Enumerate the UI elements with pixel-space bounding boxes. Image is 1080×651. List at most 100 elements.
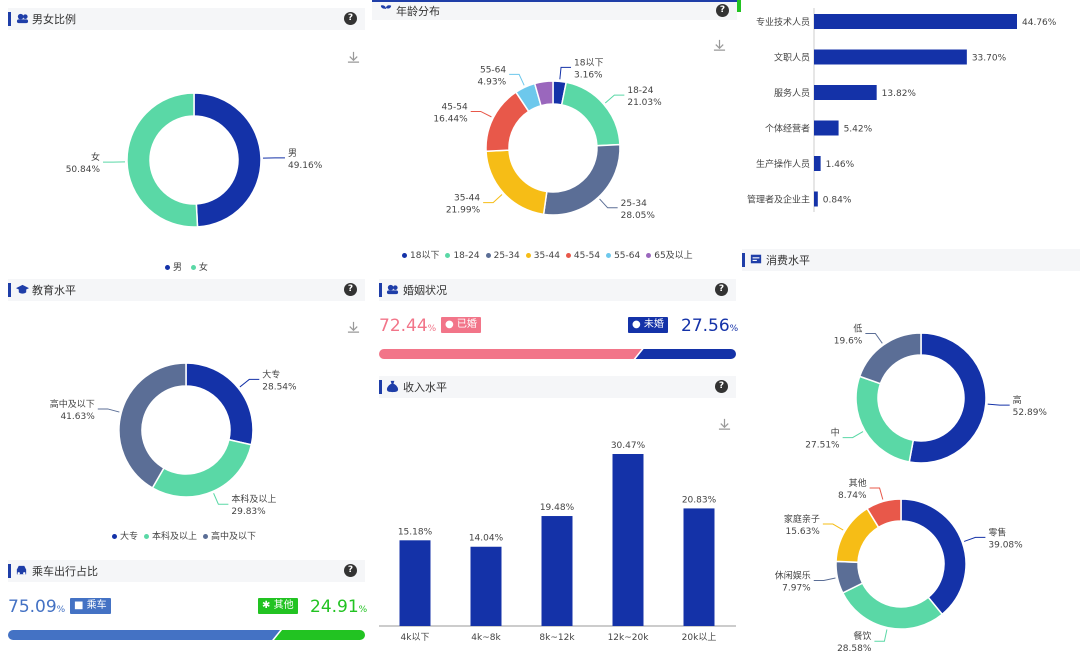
progress-left [379, 349, 642, 359]
slice-label: 高 [1013, 394, 1022, 406]
age-panel: 年龄分布 ? 18以下 3.16% 18-24 21.03% 25-34 28.05% 35… [372, 0, 737, 268]
legend-item[interactable]: 本科及以上 [144, 532, 197, 542]
occupation-panel: 专业技术人员 44.76% 文职人员 33.70% 服务人员 13.82% 个体经营者 5.4… [742, 0, 1080, 230]
slice-label: 家庭亲子 [784, 513, 820, 525]
education-donut-chart: 大专 28.54% 本科及以上 29.83% 高中及以下 41.63% [50, 362, 297, 517]
slice-label: 35-44 [454, 194, 480, 204]
car-icon [16, 565, 27, 575]
download-icon[interactable] [347, 321, 360, 334]
age-legend: 18以下 18-24 25-34 35-44 45-54 55-64 65及以上 [402, 248, 699, 261]
marriage-right-tag: ● 未婚 [628, 317, 668, 333]
question-icon[interactable]: ? [715, 380, 728, 393]
legend-item[interactable]: 高中及以下 [203, 532, 256, 542]
travel-left-value: 75.09% [8, 597, 66, 617]
question-icon[interactable]: ? [715, 283, 728, 296]
people-icon [16, 13, 29, 24]
slice-value-label: 39.08% [988, 540, 1023, 550]
tick-label: 12k~20k [608, 633, 650, 643]
slice-value-label: 27.51% [805, 441, 840, 451]
slice-label: 中 [831, 427, 840, 439]
category-label: 专业技术人员 [756, 16, 810, 28]
download-icon[interactable] [347, 51, 360, 64]
slice-value-label: 21.03% [627, 98, 662, 108]
donut-slice [560, 81, 621, 147]
slice-value-label: 49.16% [288, 161, 323, 171]
bar-value-label: 14.04% [469, 534, 504, 544]
education-legend: 大专 本科及以上 高中及以下 [112, 529, 262, 542]
leader-line [599, 198, 618, 209]
bar-value-label: 1.46% [826, 160, 855, 170]
income-header: 收入水平 ? [379, 376, 736, 398]
download-icon[interactable] [713, 39, 726, 52]
travel-header: 乘车出行占比 ? [8, 560, 365, 582]
question-icon[interactable]: ? [344, 12, 357, 25]
leader-line [813, 577, 836, 582]
category-label: 服务人员 [774, 87, 810, 99]
marriage-progress [379, 349, 736, 359]
legend-item[interactable]: 35-44 [525, 251, 560, 261]
bar [470, 546, 502, 626]
category-label: 文职人员 [774, 52, 810, 64]
slice-value-label: 28.58% [837, 644, 872, 651]
question-icon[interactable]: ? [716, 4, 729, 17]
donut-slice [193, 92, 262, 228]
legend-item[interactable]: 18以下 [402, 251, 439, 261]
marriage-header: 婚姻状况 ? [379, 279, 736, 301]
slice-label: 女 [91, 151, 100, 163]
category-label: 生产操作人员 [756, 158, 810, 170]
legend-item[interactable]: 25-34 [485, 251, 520, 261]
slice-label: 55-64 [480, 65, 506, 75]
consumption-panel: 消费水平 高 52.89% 中 27.51% 低 19.6% 零售 39.08% 餐饮 28.58… [742, 249, 1080, 651]
bar-value-label: 30.47% [611, 441, 646, 451]
legend-item[interactable]: 45-54 [565, 251, 600, 261]
bar-value-label: 0.84% [823, 196, 852, 206]
legend-item[interactable]: 55-64 [606, 251, 640, 261]
travel-right-tag: ✱ 其他 [258, 598, 298, 614]
bar-value-label: 33.70% [972, 54, 1007, 64]
leader-line [213, 493, 229, 505]
bar [814, 85, 877, 100]
panel-title: 男女比例 [32, 13, 76, 26]
accent-bar [8, 12, 11, 26]
leader-line [822, 523, 844, 531]
legend-item[interactable]: 女 [190, 263, 208, 273]
legend-item[interactable]: 大专 [112, 532, 138, 542]
bar [399, 540, 431, 626]
accent-bar [379, 380, 382, 394]
slice-label: 大专 [262, 368, 280, 380]
slice-value-label: 29.83% [231, 507, 266, 517]
bar-value-label: 20.83% [682, 495, 717, 505]
bar [683, 508, 715, 626]
slice-value-label: 21.99% [446, 206, 481, 216]
slice-label: 18以下 [574, 58, 603, 68]
legend-item[interactable]: 18-24 [445, 251, 480, 261]
donut-slice [855, 375, 915, 463]
bar [612, 454, 644, 626]
donut-slice [908, 332, 987, 464]
progress-right [274, 630, 365, 640]
gender-panel: 男女比例 ? 男 49.16% 女 50.84% 男 女 [8, 8, 365, 273]
donut-slice [841, 582, 944, 630]
age-donut-chart: 18以下 3.16% 18-24 21.03% 25-34 28.05% 35-44 21.9… [433, 58, 662, 221]
tick-label: 8k~12k [539, 633, 575, 643]
travel-panel: 乘车出行占比 ? 75.09% ■ 乘车 ✱ 其他 24.91% [8, 560, 367, 644]
progress-right [635, 349, 736, 359]
education-header: 教育水平 ? [8, 279, 365, 301]
slice-label: 18-24 [627, 86, 653, 96]
travel-left-tag: ■ 乘车 [70, 598, 111, 614]
money-bag-icon [386, 380, 399, 393]
slice-value-label: 28.05% [621, 211, 656, 221]
question-icon[interactable]: ? [344, 283, 357, 296]
green-edge [737, 0, 741, 12]
panel-title: 乘车出行占比 [32, 565, 98, 578]
accent-bar [742, 253, 745, 267]
legend-item[interactable]: 65及以上 [646, 251, 693, 261]
download-icon[interactable] [718, 418, 731, 431]
donut-slice [151, 438, 253, 498]
question-icon[interactable]: ? [344, 564, 357, 577]
bar-value-label: 13.82% [882, 89, 917, 99]
marriage-left-tag: ● 已婚 [441, 317, 481, 333]
leader-line [604, 94, 625, 104]
legend-item[interactable]: 男 [165, 263, 182, 273]
couple-icon: ● [445, 319, 454, 330]
